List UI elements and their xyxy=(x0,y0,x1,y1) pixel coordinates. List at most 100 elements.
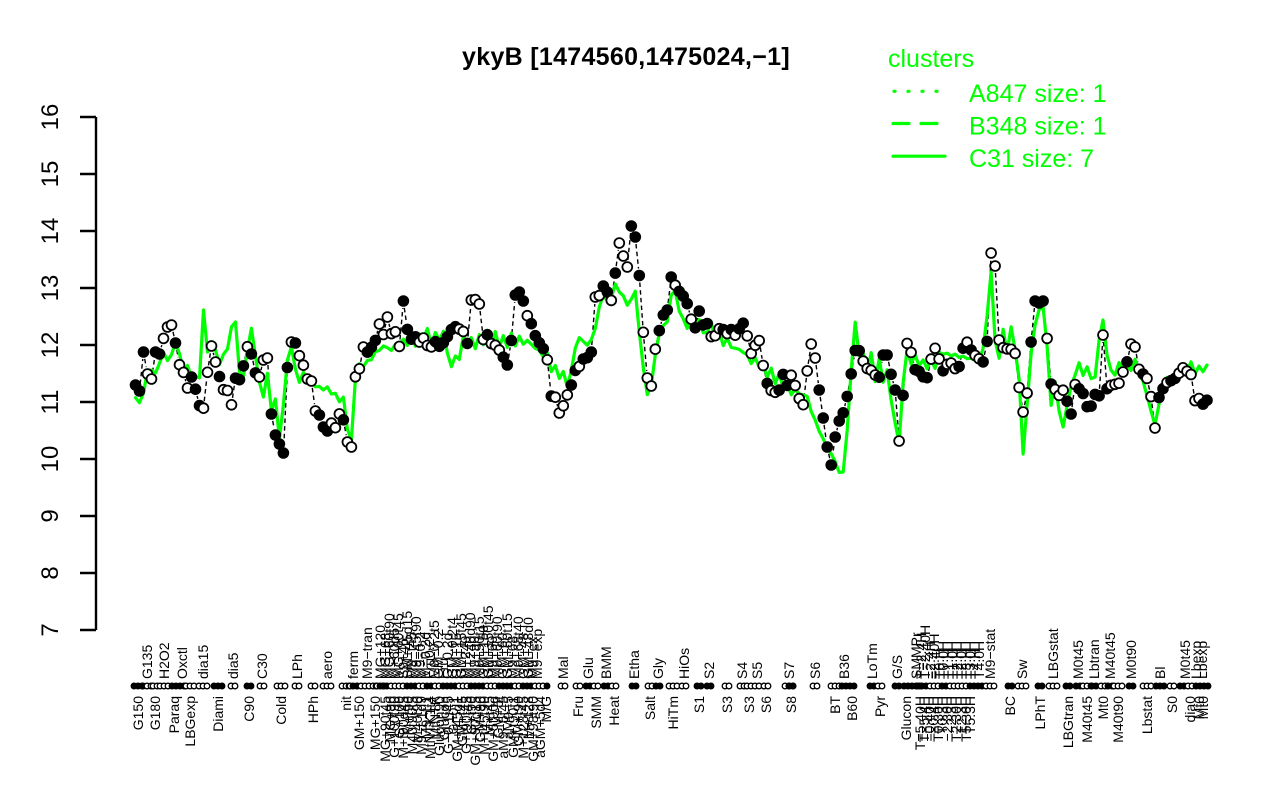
svg-text:M+128: M+128 xyxy=(520,696,536,739)
svg-text:aero: aero xyxy=(319,651,335,679)
svg-text:M40t90: M40t90 xyxy=(1110,696,1126,743)
svg-text:ykyB [1474560,1475024,−1]: ykyB [1474560,1475024,−1] xyxy=(462,43,790,71)
svg-text:C90: C90 xyxy=(241,696,257,722)
svg-text:M9−tran: M9−tran xyxy=(359,627,375,679)
svg-text:G180: G180 xyxy=(147,696,163,730)
svg-text:T2.3H: T2.3H xyxy=(953,696,969,734)
svg-text:T=5.4H: T=5.4H xyxy=(916,696,932,742)
svg-text:GM+15t45: GM+15t45 xyxy=(453,613,469,679)
svg-text:M9=0.2: M9=0.2 xyxy=(412,632,428,679)
svg-text:MtNTK: MtNTK xyxy=(427,695,443,739)
svg-text:T1.H: T1.H xyxy=(940,649,956,679)
svg-text:GM+98t90: GM+98t90 xyxy=(525,696,541,762)
svg-text:MtNTK1t4: MtNTK1t4 xyxy=(422,696,438,759)
svg-text:T3.H: T3.H xyxy=(958,649,974,679)
svg-text:15: 15 xyxy=(37,161,64,188)
svg-text:M+128t45: M+128t45 xyxy=(515,696,531,759)
svg-text:nit: nit xyxy=(338,696,354,711)
svg-text:G150: G150 xyxy=(130,696,146,730)
svg-text:LBGexp: LBGexp xyxy=(182,696,198,747)
svg-text:12: 12 xyxy=(37,332,64,359)
svg-text:M9+60: M9+60 xyxy=(484,636,500,679)
svg-text:M9+68: M9+68 xyxy=(504,636,520,679)
svg-text:G135: G135 xyxy=(139,645,155,679)
svg-text:M9−exp: M9−exp xyxy=(529,629,545,679)
svg-text:M+240: M+240 xyxy=(457,636,473,679)
svg-text:HiOs: HiOs xyxy=(676,648,692,679)
svg-text:GM+5t90d: GM+5t90d xyxy=(485,696,501,762)
svg-text:Lbtran: Lbtran xyxy=(1086,639,1102,679)
svg-text:LBGstat: LBGstat xyxy=(1045,628,1061,679)
svg-text:−2.30H: −2.30H xyxy=(939,696,955,742)
svg-text:M9+90: M9+90 xyxy=(466,636,482,679)
svg-text:Salt: Salt xyxy=(642,696,658,720)
svg-text:Pyr: Pyr xyxy=(872,696,888,717)
svg-text:BC: BC xyxy=(1002,696,1018,715)
svg-text:S5: S5 xyxy=(749,662,765,679)
svg-text:M0t45: M0t45 xyxy=(1177,640,1193,679)
svg-text:M=0.2d: M=0.2d xyxy=(417,632,433,679)
svg-text:GM+t90t1: GM+t90t1 xyxy=(505,696,521,758)
svg-text:13: 13 xyxy=(37,275,64,302)
svg-text:16: 16 xyxy=(37,104,64,131)
svg-text:G+t90: G+t90 xyxy=(463,696,479,735)
svg-text:M9−ex: M9−ex xyxy=(524,637,540,679)
svg-text:MG+150: MG+150 xyxy=(367,696,383,750)
svg-text:G+t90t45: G+t90t45 xyxy=(458,696,474,754)
svg-text:T2.30H: T2.30H xyxy=(948,696,964,742)
svg-text:M40t90: M40t90 xyxy=(409,696,425,743)
svg-text:Diami: Diami xyxy=(210,696,226,732)
svg-text:aM9−5t45: aM9−5t45 xyxy=(495,696,511,759)
svg-text:T0.30H: T0.30H xyxy=(930,696,946,742)
svg-text:M+t90: M+t90 xyxy=(400,696,416,736)
svg-text:MG+68: MG+68 xyxy=(377,632,393,679)
svg-text:LoTm: LoTm xyxy=(864,643,880,679)
svg-text:SMM: SMM xyxy=(588,696,604,729)
svg-text:Paraq: Paraq xyxy=(166,696,182,733)
svg-text:M+t45: M+t45 xyxy=(481,696,497,736)
svg-text:Sw: Sw xyxy=(1014,659,1030,679)
svg-text:T4.0H: T4.0H xyxy=(971,641,987,679)
svg-text:M+240d90: M+240d90 xyxy=(462,612,478,679)
svg-text:LPhT: LPhT xyxy=(1032,696,1048,730)
svg-text:S0: S0 xyxy=(1164,696,1180,713)
svg-text:G/S: G/S xyxy=(889,655,905,679)
svg-text:GM+60: GM+60 xyxy=(494,632,510,679)
svg-text:M9−t.1: M9−t.1 xyxy=(418,696,434,739)
svg-text:T5.3H: T5.3H xyxy=(962,696,978,734)
svg-text:GM−0.2t4: GM−0.2t4 xyxy=(444,617,460,679)
svg-text:M9+60t90: M9+60t90 xyxy=(489,616,505,679)
svg-text:GM+150: GM+150 xyxy=(351,696,367,750)
svg-text:Glucon: Glucon xyxy=(436,696,452,740)
svg-text:M40t45: M40t45 xyxy=(1079,696,1095,743)
svg-text:GM+150t45: GM+150t45 xyxy=(480,605,496,679)
svg-text:Mt0: Mt0 xyxy=(1095,696,1111,720)
svg-text:S6: S6 xyxy=(807,662,823,679)
svg-text:9: 9 xyxy=(37,509,64,522)
svg-text:dia0: dia0 xyxy=(1182,696,1198,723)
svg-text:dia5: dia5 xyxy=(225,652,241,679)
svg-text:Fru0.2: Fru0.2 xyxy=(421,638,437,679)
svg-text:S4: S4 xyxy=(734,662,750,679)
svg-text:aM9−5: aM9−5 xyxy=(500,696,516,739)
svg-text:S3: S3 xyxy=(741,696,757,713)
svg-text:11: 11 xyxy=(37,390,64,415)
svg-text:HPh: HPh xyxy=(305,696,321,723)
svg-text:C30: C30 xyxy=(254,653,270,679)
svg-text:Oxctl: Oxctl xyxy=(174,647,190,679)
svg-text:Lbstat: Lbstat xyxy=(1139,696,1155,734)
svg-text:M+t45t90: M+t45t90 xyxy=(476,696,492,755)
svg-text:7: 7 xyxy=(37,623,64,636)
svg-text:T4.H: T4.H xyxy=(967,649,983,679)
svg-text:M40t90t5: M40t90t5 xyxy=(404,696,420,755)
svg-text:G−0.1: G−0.1 xyxy=(445,696,461,735)
svg-text:M40t45: M40t45 xyxy=(1102,632,1118,679)
svg-text:S9+45: S9+45 xyxy=(395,638,411,679)
svg-text:BMM: BMM xyxy=(598,646,614,679)
svg-text:Mt0: Mt0 xyxy=(1195,696,1211,720)
svg-text:BT: BT xyxy=(827,696,843,714)
svg-text:Bl: Bl xyxy=(1152,667,1168,679)
svg-text:HiTm: HiTm xyxy=(665,696,681,729)
svg-text:GM+t90: GM+t90 xyxy=(510,696,526,746)
svg-text:M9−stat: M9−stat xyxy=(982,629,998,679)
